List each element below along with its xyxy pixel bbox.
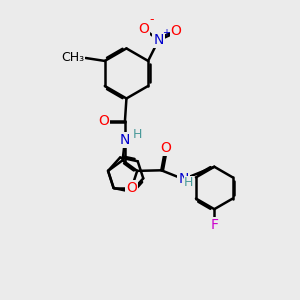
Text: -: -	[149, 13, 154, 26]
Text: N: N	[153, 33, 164, 47]
Text: N: N	[120, 133, 130, 147]
Text: CH₃: CH₃	[61, 52, 84, 64]
Text: N: N	[178, 172, 189, 186]
Text: F: F	[210, 218, 218, 233]
Text: H: H	[184, 176, 194, 190]
Text: O: O	[138, 22, 149, 35]
Text: O: O	[160, 141, 171, 155]
Text: O: O	[126, 181, 137, 195]
Text: O: O	[98, 114, 109, 128]
Text: H: H	[133, 128, 142, 141]
Text: O: O	[171, 25, 182, 38]
Text: +: +	[162, 28, 170, 38]
